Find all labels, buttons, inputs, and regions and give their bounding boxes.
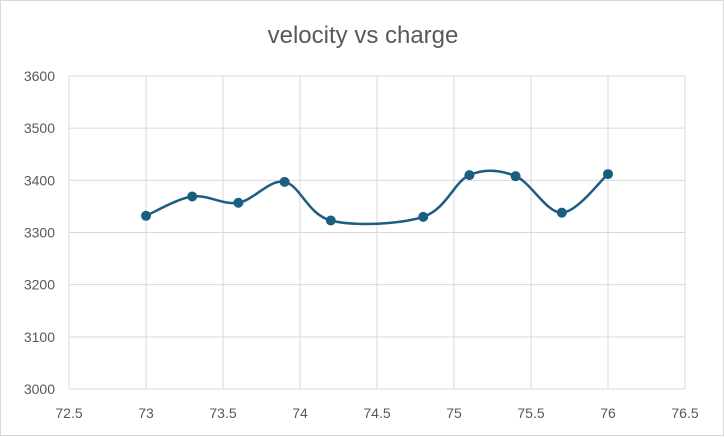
data-point — [510, 171, 521, 182]
y-tick-label: 3600 — [24, 68, 55, 84]
x-tick-label: 74 — [292, 405, 308, 421]
axis-labels: 72.5 73 73.5 74 74.5 75 75.5 76 76.5 3000 3100 3200… — [24, 68, 699, 421]
y-tick-label: 3200 — [24, 277, 55, 293]
data-point — [325, 215, 336, 226]
x-tick-label: 75 — [446, 405, 462, 421]
y-tick-label: 3400 — [24, 172, 55, 188]
data-point — [556, 207, 567, 218]
chart-title: velocity vs charge — [268, 22, 459, 49]
data-point — [418, 211, 429, 222]
series-layer — [141, 169, 613, 226]
data-point — [233, 197, 244, 208]
y-tick-label: 3000 — [24, 381, 55, 397]
x-tick-label: 74.5 — [363, 405, 390, 421]
data-point — [603, 169, 613, 180]
x-tick-label: 73 — [138, 405, 154, 421]
y-tick-label: 3500 — [24, 120, 55, 136]
x-tick-label: 73.5 — [209, 405, 236, 421]
x-tick-label: 76 — [600, 405, 616, 421]
data-point — [141, 210, 151, 221]
series-line — [145, 169, 609, 226]
x-tick-label: 76.5 — [671, 405, 698, 421]
gridlines — [68, 75, 686, 390]
plot-area: 72.5 73 73.5 74 74.5 75 75.5 76 76.5 3000 3100 3200… — [24, 68, 699, 421]
data-point — [464, 170, 475, 181]
y-tick-label: 3300 — [24, 225, 55, 241]
x-tick-label: 75.5 — [517, 405, 544, 421]
data-point — [187, 191, 198, 202]
x-tick-label: 72.5 — [55, 405, 82, 421]
y-tick-label: 3100 — [24, 329, 55, 345]
data-point — [279, 176, 290, 187]
